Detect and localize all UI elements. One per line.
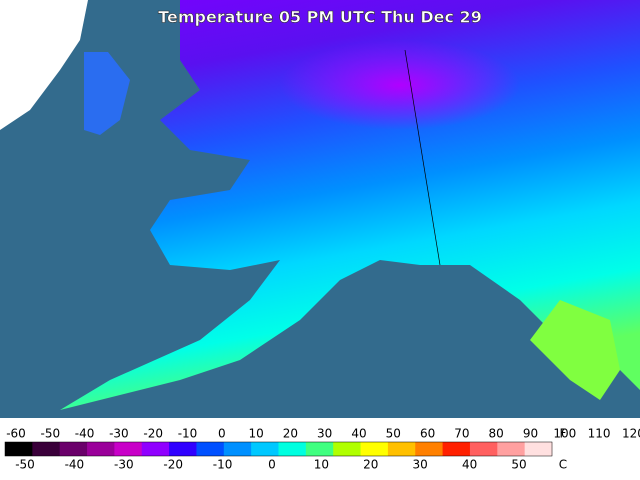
- celsius-label: -40: [65, 458, 85, 472]
- colorbar-frame: [4, 441, 553, 457]
- color-swatch: [141, 442, 170, 456]
- celsius-label: -50: [15, 458, 35, 472]
- color-swatch: [524, 442, 553, 456]
- fahrenheit-unit: F: [560, 427, 567, 441]
- color-swatch: [360, 442, 389, 456]
- fahrenheit-label: 30: [317, 427, 332, 441]
- color-swatch: [469, 442, 498, 456]
- celsius-label: 40: [462, 458, 477, 472]
- color-swatch: [196, 442, 225, 456]
- color-swatch: [87, 442, 115, 456]
- celsius-label: 0: [268, 458, 276, 472]
- celsius-label: 20: [363, 458, 378, 472]
- celsius-label: 50: [511, 458, 526, 472]
- fahrenheit-label: 90: [523, 427, 538, 441]
- celsius-label: 30: [413, 458, 428, 472]
- unmapped-area: [0, 0, 88, 130]
- land-southeast: [530, 300, 620, 400]
- legend: -60 -50 -40 -30 -20 -10 0 10 20 30 40 50 60 70 80 90 100…: [4, 427, 640, 472]
- color-swatch: [223, 442, 252, 456]
- color-swatch: [59, 442, 88, 456]
- color-swatch: [305, 442, 334, 456]
- fahrenheit-label: 60: [420, 427, 435, 441]
- land-siberia: [84, 52, 130, 135]
- fahrenheit-label: 120: [622, 427, 640, 441]
- fahrenheit-label: -40: [75, 427, 95, 441]
- fahrenheit-label: 40: [351, 427, 366, 441]
- fahrenheit-label: 110: [588, 427, 611, 441]
- color-swatch: [114, 442, 143, 456]
- color-swatch: [278, 442, 307, 456]
- map-title: Temperature 05 PM UTC Thu Dec 29: [158, 8, 482, 27]
- color-swatch: [442, 442, 471, 456]
- color-swatch: [333, 442, 362, 456]
- color-swatch: [32, 442, 61, 456]
- fahrenheit-label: -60: [6, 427, 26, 441]
- fahrenheit-label: -50: [40, 427, 60, 441]
- fahrenheit-label: 100: [553, 427, 576, 441]
- celsius-label: -20: [163, 458, 183, 472]
- celsius-unit: C: [559, 458, 567, 472]
- color-swatch: [387, 442, 416, 456]
- border: [404, 49, 441, 266]
- celsius-label: -10: [213, 458, 233, 472]
- color-swatch: [251, 442, 279, 456]
- fahrenheit-label: 20: [283, 427, 298, 441]
- color-swatch: [169, 442, 197, 456]
- fahrenheit-label: -30: [109, 427, 129, 441]
- fahrenheit-label: 80: [489, 427, 504, 441]
- fahrenheit-label: -10: [178, 427, 198, 441]
- fahrenheit-label: 0: [218, 427, 226, 441]
- color-swatch: [415, 442, 444, 456]
- cold-region: [280, 40, 520, 130]
- fahrenheit-label: 70: [454, 427, 469, 441]
- fahrenheit-label: 50: [386, 427, 401, 441]
- fahrenheit-label: 10: [248, 427, 263, 441]
- color-swatch: [5, 442, 33, 456]
- color-swatch: [497, 442, 526, 456]
- celsius-label: -30: [114, 458, 134, 472]
- celsius-label: 10: [314, 458, 329, 472]
- fahrenheit-label: -20: [143, 427, 163, 441]
